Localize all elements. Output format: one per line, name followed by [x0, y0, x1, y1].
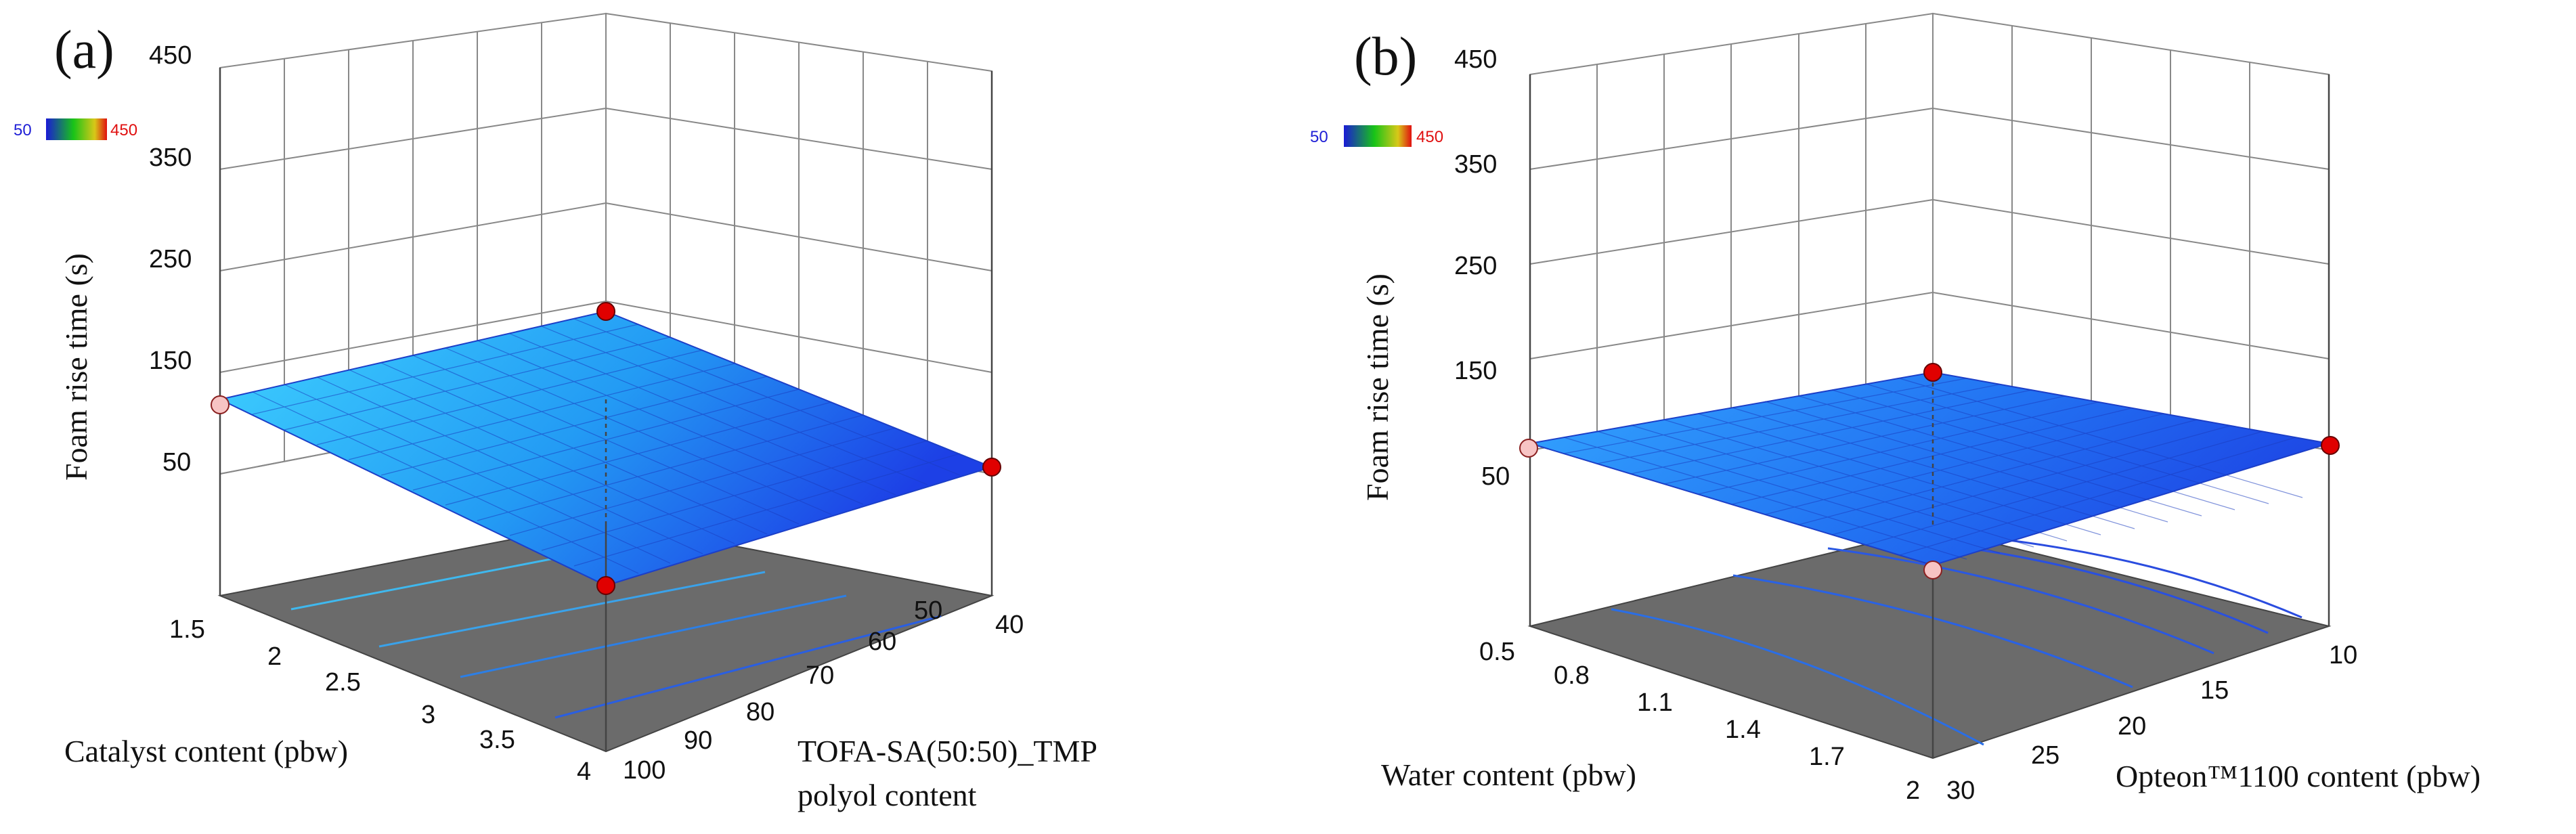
y-tick: 20: [2118, 712, 2146, 741]
x-ticks-b: 0.5 0.8 1.1 1.4 1.7 2: [1479, 638, 1920, 805]
x-tick: 2.5: [325, 668, 361, 697]
z-axis-label-a: Foam rise time (s): [59, 253, 93, 481]
y-tick: 25: [2031, 741, 2059, 770]
design-point: [211, 395, 230, 414]
y-tick: 70: [806, 661, 834, 690]
y-tick: 15: [2200, 676, 2229, 705]
surface-a-mesh: [252, 318, 961, 574]
y-tick: 10: [2329, 641, 2357, 670]
y-tick: 80: [746, 698, 774, 726]
x-tick: 1.1: [1637, 688, 1673, 717]
x-ticks-a: 1.5 2 2.5 3 3.5 4: [169, 615, 591, 786]
z-tick: 450: [1454, 45, 1497, 74]
z-tick: 250: [149, 245, 192, 273]
design-point: [596, 576, 615, 595]
design-points-b: [1519, 363, 2340, 579]
x-axis-label-b: Water content (pbw): [1381, 758, 1636, 792]
z-tick: 150: [149, 347, 192, 375]
design-point: [1519, 439, 1538, 458]
design-point: [2321, 436, 2340, 455]
x-tick: 0.8: [1554, 661, 1590, 690]
x-axis-label-a: Catalyst content (pbw): [64, 734, 348, 768]
colorbar-a-min: 50: [14, 121, 32, 139]
y-tick: 90: [684, 726, 712, 755]
z-ticks-b: 450 350 250 150 50: [1454, 45, 1510, 491]
x-tick: 0.5: [1479, 638, 1515, 666]
panel-b-label: (b): [1354, 27, 1417, 87]
z-tick: 350: [149, 144, 192, 172]
z-tick: 250: [1454, 252, 1497, 280]
design-point: [596, 302, 615, 321]
z-tick: 450: [149, 41, 192, 70]
x-tick: 2: [1906, 776, 1920, 805]
x-tick: 2: [267, 642, 282, 671]
x-tick: 1.7: [1809, 743, 1845, 771]
design-points-a: [211, 302, 1001, 595]
front-edges-b: [1529, 74, 2330, 758]
z-tick: 50: [162, 448, 191, 477]
y-axis-label-b: Opteon™1100 content (pbw): [2116, 759, 2481, 793]
y-axis-label-a-line2: polyol content: [798, 778, 977, 812]
colorbar-b: 50 450: [1310, 125, 1443, 147]
z-tick: 350: [1454, 150, 1497, 179]
design-point: [1923, 561, 1942, 579]
front-edges-a: [219, 68, 993, 751]
x-tick: 1.4: [1725, 716, 1761, 744]
z-axis-label-b: Foam rise time (s): [1360, 273, 1395, 501]
design-point: [982, 458, 1001, 477]
back-walls-b: [1529, 12, 2330, 452]
y-ticks-b: 30 25 20 15 10: [1946, 641, 2357, 805]
colorbar-b-min: 50: [1310, 128, 1328, 146]
colorbar-b-max: 450: [1416, 128, 1443, 146]
z-tick: 50: [1481, 462, 1510, 491]
y-tick: 40: [995, 611, 1024, 639]
x-tick: 3.5: [479, 726, 515, 754]
y-ticks-a: 100 90 80 70 60 50 40: [623, 596, 1024, 785]
y-tick: 100: [623, 756, 665, 785]
z-tick: 150: [1454, 357, 1497, 385]
surface-b: [1529, 371, 2330, 567]
panel-a: (a) 50 450: [14, 12, 1097, 812]
y-axis-label-a-line1: TOFA-SA(50:50)_TMP: [798, 734, 1097, 768]
design-point: [1923, 363, 1942, 382]
colorbar-a: 50 450: [14, 118, 137, 140]
z-ticks-a: 450 350 250 150 50: [149, 41, 192, 477]
colorbar-a-max: 450: [110, 121, 137, 139]
x-tick: 4: [577, 758, 591, 786]
y-tick: 60: [868, 628, 896, 656]
surface-b-mesh: [1563, 378, 2303, 560]
y-tick: 30: [1946, 776, 1975, 805]
panel-a-label: (a): [54, 20, 114, 80]
panel-b: (b) 50 450: [1310, 12, 2481, 805]
colorbar-a-gradient: [46, 118, 107, 140]
y-tick: 50: [914, 596, 942, 625]
colorbar-b-gradient: [1344, 125, 1412, 147]
x-tick: 3: [421, 701, 435, 729]
x-tick: 1.5: [169, 615, 205, 644]
